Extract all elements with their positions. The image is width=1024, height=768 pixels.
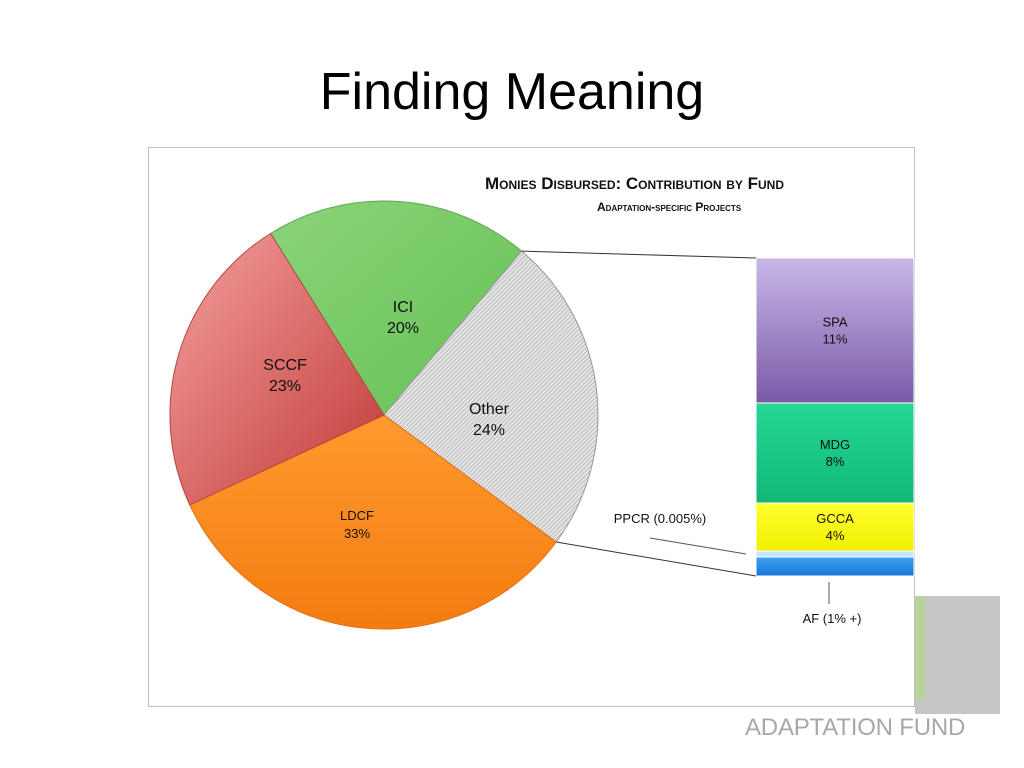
slide-title: Finding Meaning [319, 63, 705, 121]
ppcr-leader-line [649, 537, 747, 555]
slice-label-ici: ICI [393, 299, 413, 316]
chart-subtitle: Adaptation-specific Projects [597, 200, 742, 214]
bar-value-gcca: 4% [826, 528, 845, 543]
bar-value-mdg: 8% [826, 454, 845, 469]
bar-label-gcca: GCCA [816, 511, 854, 526]
bar-label-spa: SPA [822, 315, 847, 330]
chart-title: Monies Disbursed: Contribution by Fund [485, 174, 784, 193]
adaptation-fund-watermark: ADAPTATION FUND [745, 596, 1000, 746]
slice-value-ici: 20% [387, 320, 419, 337]
watermark-logo-box [915, 596, 1000, 714]
slice-label-other: Other [469, 401, 510, 418]
bar-segment-gcca [755, 502, 915, 552]
watermark-text: ADAPTATION FUND [745, 714, 966, 741]
connector-line-top [521, 250, 757, 259]
connector-line-bottom [556, 541, 757, 577]
bar-segment-spa [755, 257, 915, 404]
bar-segment-ppcr [755, 550, 915, 558]
bar-label-mdg: MDG [820, 437, 850, 452]
bar-value-spa: 11% [822, 332, 847, 347]
watermark-logo-accent [915, 596, 925, 700]
bar-segment-af [755, 556, 915, 577]
slice-value-sccf: 23% [269, 378, 301, 395]
pie-slice-ldcf [189, 414, 557, 630]
slice-value-other: 24% [473, 422, 505, 439]
bar-segment-mdg [755, 402, 915, 504]
slice-label-sccf: SCCF [263, 357, 307, 374]
slice-value-ldcf: 33% [344, 526, 370, 541]
pie-slice-ici [269, 200, 523, 416]
bar-label-af: AF (1% +) [803, 611, 862, 626]
pie-slice-sccf [169, 232, 385, 506]
slice-label-ldcf: LDCF [340, 508, 374, 523]
bar-label-ppcr: PPCR (0.005%) [614, 511, 706, 526]
pie-slice-other [383, 250, 599, 543]
